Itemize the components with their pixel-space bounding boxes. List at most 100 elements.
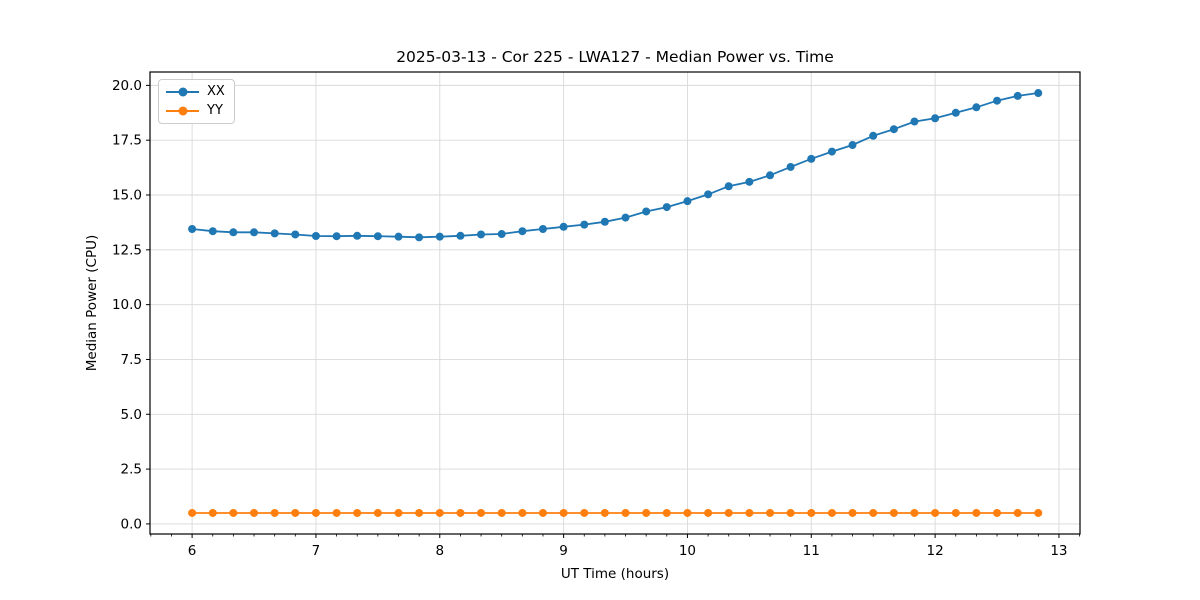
data-point-yy <box>951 508 960 517</box>
data-point-yy <box>353 508 362 517</box>
data-point-yy <box>869 508 878 517</box>
xx-marker-dot-icon <box>178 87 187 97</box>
data-point-yy <box>1013 508 1022 517</box>
data-point-xx <box>704 190 713 199</box>
y-tick-label: 2.5 <box>121 462 142 478</box>
data-point-xx <box>621 213 630 222</box>
yy-line-marker-icon <box>166 106 199 116</box>
data-point-xx <box>848 141 857 150</box>
data-point-xx <box>580 220 589 229</box>
legend-entry-xx: XX <box>166 84 225 100</box>
data-point-xx <box>827 147 836 156</box>
data-point-xx <box>807 154 816 163</box>
data-point-xx <box>394 232 403 241</box>
data-point-yy <box>745 508 754 517</box>
data-point-yy <box>848 508 857 517</box>
series-line-xx <box>192 92 1039 239</box>
x-tick-label: 7 <box>312 543 321 559</box>
data-point-xx <box>683 197 692 206</box>
y-tick-label: 15.0 <box>112 188 142 204</box>
data-point-yy <box>766 508 775 517</box>
data-point-yy <box>415 508 424 517</box>
data-point-xx <box>332 232 341 241</box>
data-point-yy <box>786 508 795 517</box>
data-point-xx <box>869 131 878 140</box>
data-point-xx <box>1013 91 1022 100</box>
plot-border <box>149 71 1081 535</box>
x-tick-label: 6 <box>188 543 197 559</box>
y-tick-label: 17.5 <box>112 133 142 149</box>
data-point-xx <box>518 227 527 236</box>
data-point-xx <box>477 230 486 239</box>
data-point-xx <box>745 177 754 186</box>
data-point-yy <box>580 508 589 517</box>
grid-lines <box>150 72 1080 534</box>
data-point-yy <box>704 508 713 517</box>
y-tick-label: 12.5 <box>112 242 142 258</box>
y-tick-label: 7.5 <box>121 352 142 368</box>
data-point-xx <box>208 227 217 236</box>
data-point-yy <box>724 508 733 517</box>
axis-ticks <box>146 84 1080 538</box>
data-point-xx <box>642 207 651 216</box>
y-tick-label: 0.0 <box>121 516 142 532</box>
data-point-yy <box>600 508 609 517</box>
data-point-xx <box>497 230 506 239</box>
data-point-yy <box>621 508 630 517</box>
data-point-xx <box>993 96 1002 105</box>
data-series <box>188 89 1043 517</box>
data-point-yy <box>229 508 238 517</box>
xx-line-marker-icon <box>166 87 199 97</box>
y-tick-label: 10.0 <box>112 297 142 313</box>
data-point-xx <box>786 162 795 171</box>
data-point-yy <box>827 508 836 517</box>
data-point-yy <box>456 508 465 517</box>
data-point-xx <box>250 228 259 237</box>
x-tick-label: 8 <box>435 543 444 559</box>
data-point-yy <box>559 508 568 517</box>
x-axis-label: UT Time (hours) <box>561 566 669 582</box>
legend-entry-yy: YY <box>166 103 225 119</box>
data-point-yy <box>972 508 981 517</box>
data-point-yy <box>889 508 898 517</box>
data-point-yy <box>291 508 300 517</box>
data-point-yy <box>538 508 547 517</box>
data-point-yy <box>662 508 671 517</box>
data-point-yy <box>188 508 197 517</box>
legend-label-yy: YY <box>207 103 223 118</box>
data-point-xx <box>291 230 300 239</box>
data-point-yy <box>373 508 382 517</box>
data-point-xx <box>353 231 362 240</box>
x-tick-label: 10 <box>679 543 696 559</box>
data-point-xx <box>662 203 671 212</box>
data-point-xx <box>559 222 568 231</box>
data-point-xx <box>951 108 960 117</box>
data-point-xx <box>373 232 382 241</box>
data-point-xx <box>931 114 940 123</box>
data-point-xx <box>456 231 465 240</box>
data-point-xx <box>415 233 424 242</box>
x-tick-label: 9 <box>559 543 568 559</box>
data-point-yy <box>208 508 217 517</box>
data-point-xx <box>600 217 609 226</box>
data-point-yy <box>993 508 1002 517</box>
data-point-yy <box>435 508 444 517</box>
data-point-yy <box>477 508 486 517</box>
axis-tick-labels: 6 7 8 9 10 11 12 13 0.0 2.5 5.0 7.5 10.0 12.5 15.0 17.5… <box>112 78 1068 559</box>
data-point-yy <box>394 508 403 517</box>
data-point-xx <box>311 232 320 241</box>
data-point-xx <box>724 182 733 191</box>
y-tick-label: 20.0 <box>112 78 142 94</box>
x-tick-label: 13 <box>1050 543 1067 559</box>
x-tick-label: 11 <box>803 543 820 559</box>
data-point-yy <box>311 508 320 517</box>
y-axis-label: Median Power (CPU) <box>84 235 100 371</box>
data-point-yy <box>270 508 279 517</box>
data-point-xx <box>910 117 919 126</box>
data-point-yy <box>1034 508 1043 517</box>
data-point-yy <box>683 508 692 517</box>
data-point-yy <box>518 508 527 517</box>
data-point-yy <box>332 508 341 517</box>
data-point-xx <box>972 103 981 112</box>
